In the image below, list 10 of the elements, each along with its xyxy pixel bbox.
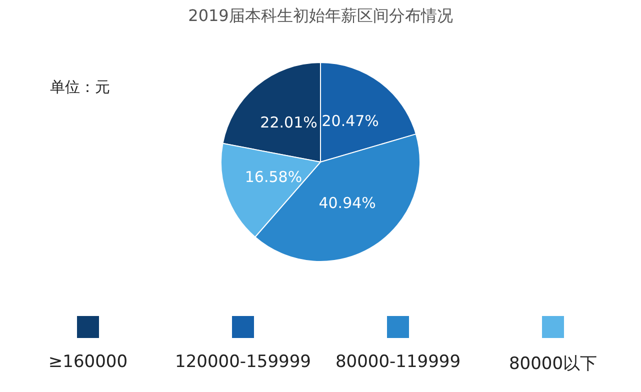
- data-label: 40.94%: [318, 194, 376, 212]
- legend-label: 80000以下: [508, 353, 598, 375]
- data-label: 20.47%: [322, 112, 379, 130]
- data-label: 22.01%: [260, 114, 318, 132]
- chart-title: 2019届本科生初始年薪区间分布情况: [187, 6, 454, 27]
- legend-label: 80000-119999: [335, 352, 461, 372]
- data-label: 16.58%: [244, 168, 302, 186]
- text: 单位：元: [50, 78, 110, 97]
- legend-label: ≥160000: [48, 352, 128, 372]
- legend-label: 120000-159999: [174, 352, 312, 372]
